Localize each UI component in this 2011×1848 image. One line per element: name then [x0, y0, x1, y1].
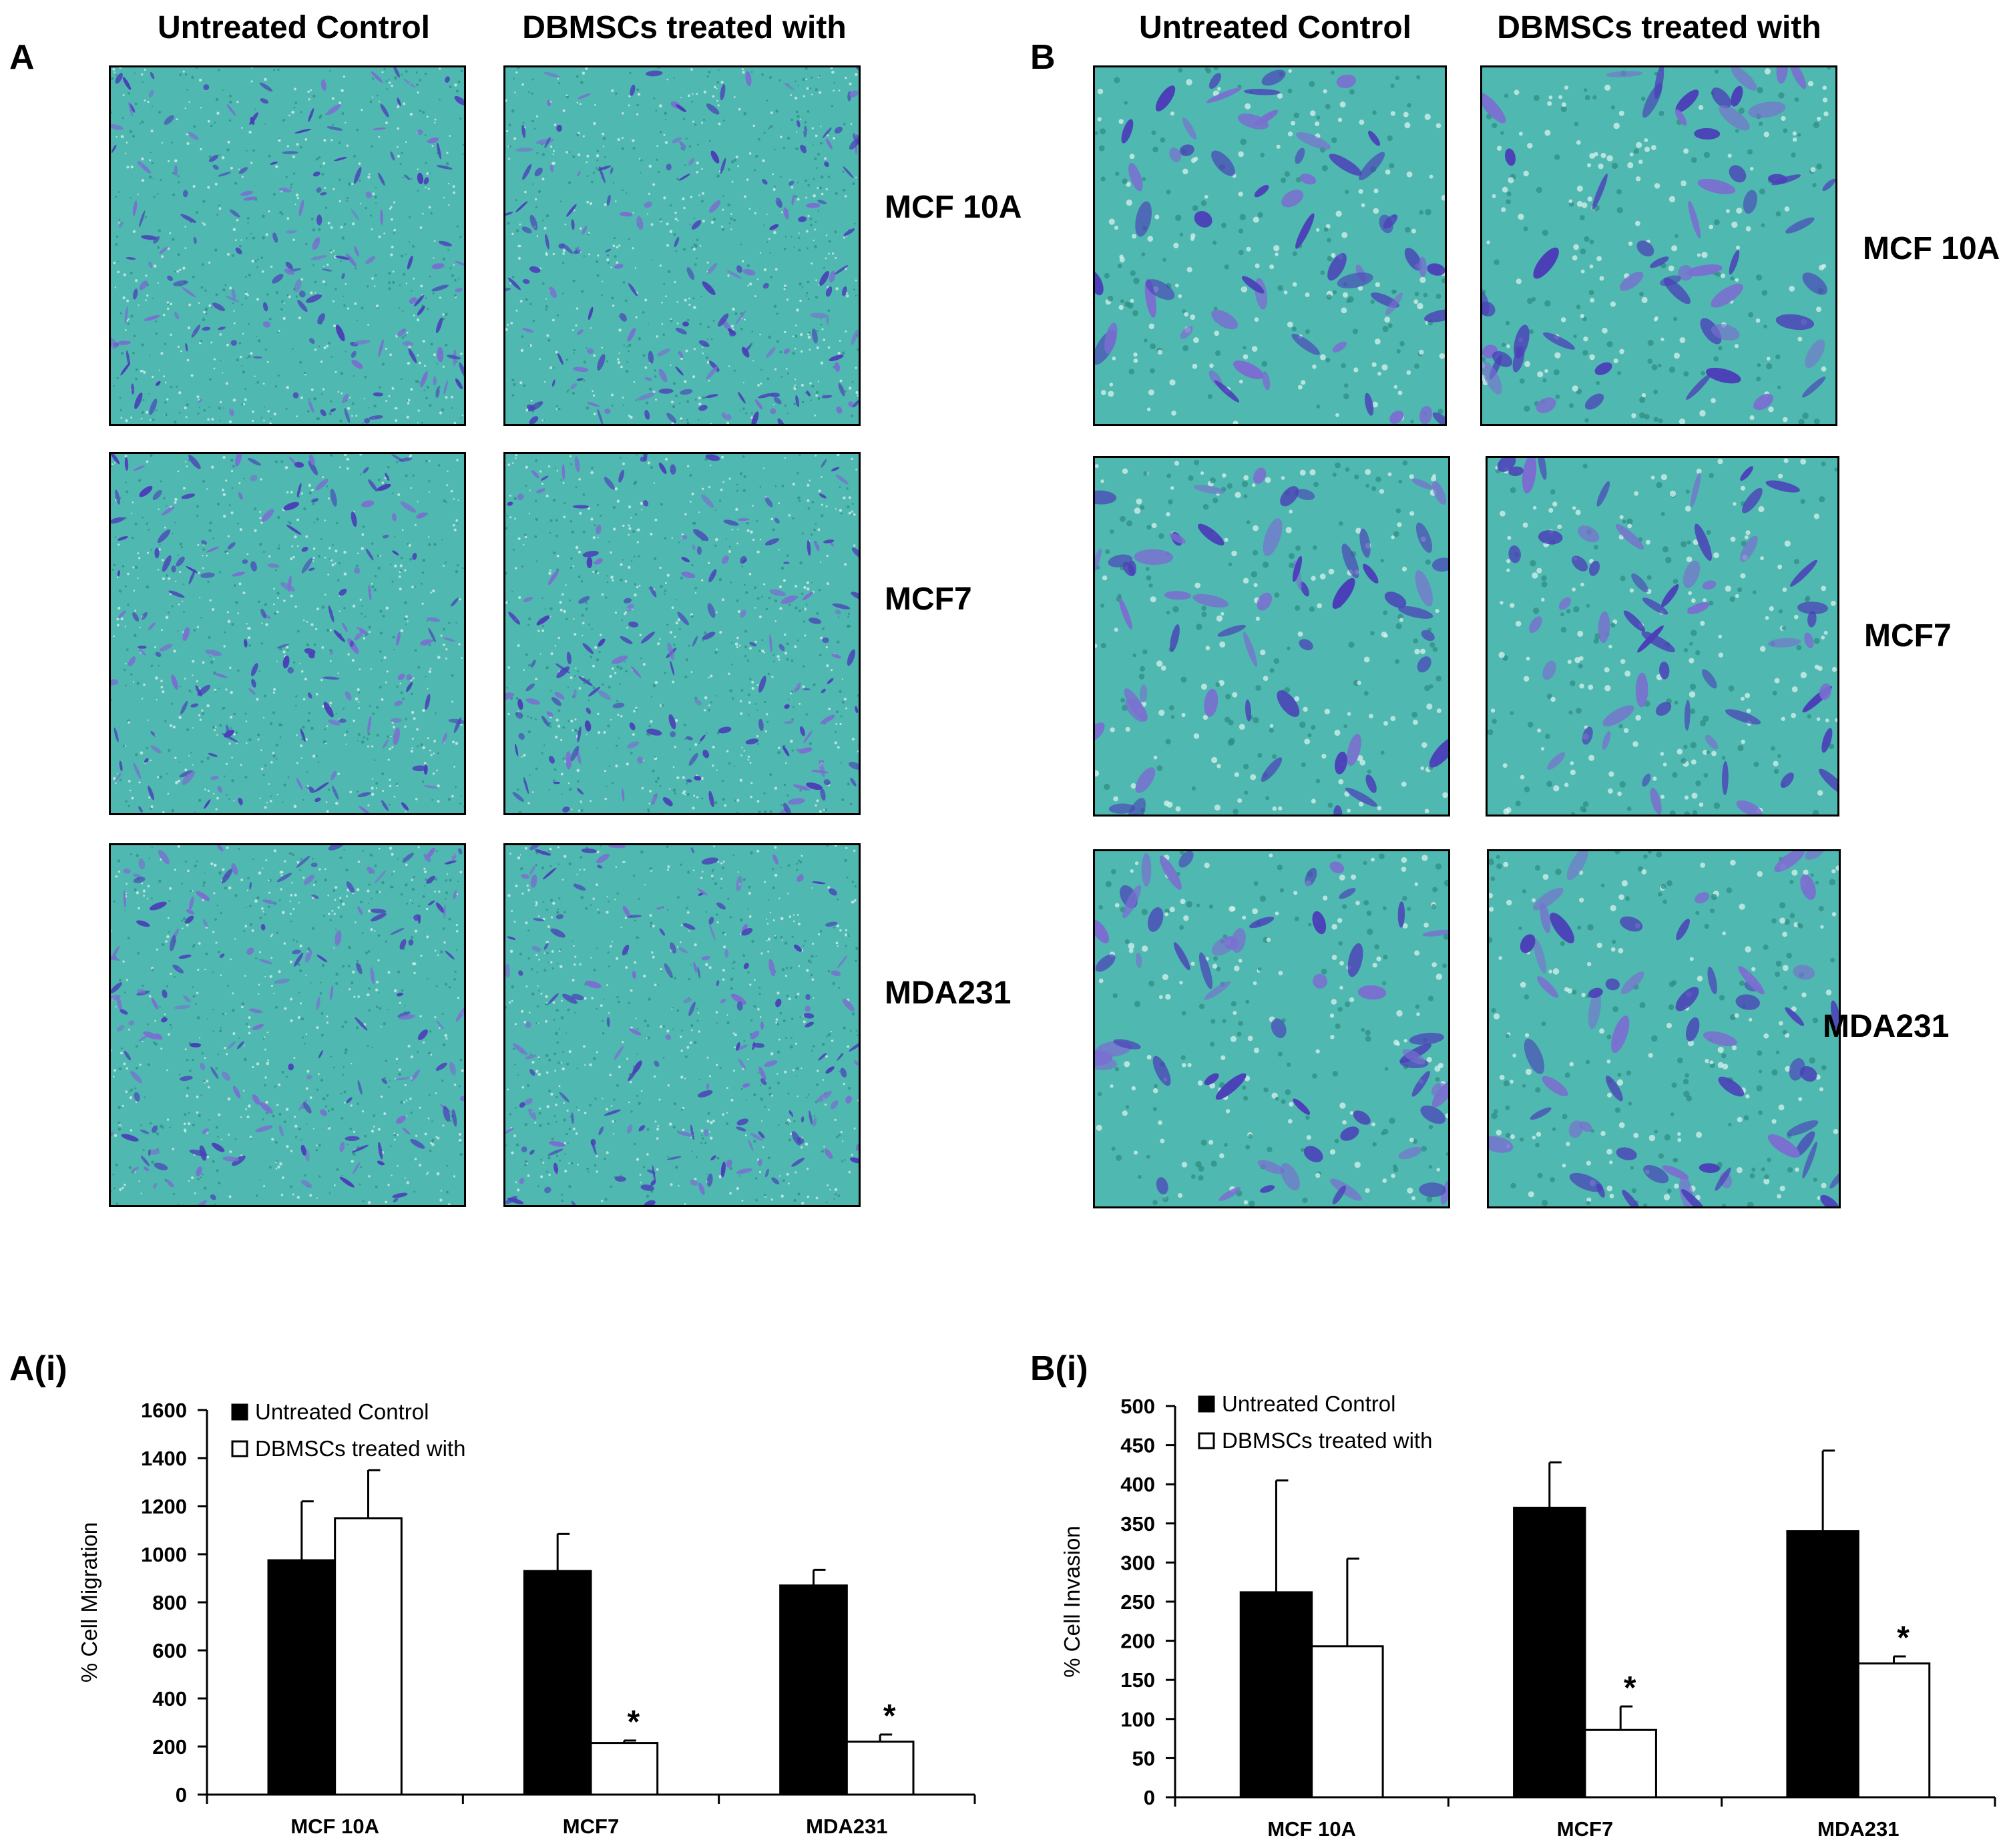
panel-a-row-label-mda231: MDA231 [885, 975, 1012, 1011]
panel-a-header-control: Untreated Control [158, 10, 430, 45]
micrograph-a-mcf7-control [109, 452, 466, 815]
micrograph-a-mda231-treated [503, 843, 861, 1207]
chart-a-ytick-label: 600 [152, 1639, 187, 1662]
micrograph-a-mda231-control [109, 843, 466, 1207]
chart-b-category-label: MCF 10A [1267, 1817, 1356, 1841]
chart-a-ytick-label: 1600 [141, 1399, 187, 1422]
chart-b-ytick-label: 350 [1120, 1512, 1155, 1536]
chart-b-significance-star: * [1624, 1670, 1636, 1706]
panel-a-letter: A [9, 38, 35, 77]
chart-a-ytick-label: 1000 [141, 1543, 187, 1566]
micrograph-texture [111, 67, 464, 424]
micrograph-texture [505, 67, 859, 424]
chart-a-ytick-label: 0 [176, 1783, 187, 1807]
chart-a-significance-star: * [627, 1704, 640, 1740]
chart-a-ytick-label: 400 [152, 1687, 187, 1710]
chart-a-significance-star: * [883, 1698, 896, 1734]
chart-a-ylabel: % Cell Migration [77, 1522, 101, 1682]
chart-b-category-label: MCF7 [1557, 1817, 1613, 1841]
micrograph-texture [1482, 67, 1835, 424]
chart-b-significance-star: * [1897, 1620, 1910, 1656]
panel-a-row-label-mcf10a: MCF 10A [885, 190, 1022, 225]
chart-b-ytick-label: 300 [1120, 1551, 1155, 1574]
chart-b-ytick-label: 200 [1120, 1630, 1155, 1653]
chart-b-panel-label: B(i) [1030, 1349, 1088, 1388]
micrograph-a-mcf7-treated [503, 452, 861, 815]
chart-a-category-label: MDA231 [806, 1815, 887, 1838]
micrograph-texture [505, 845, 859, 1205]
micrograph-texture [111, 454, 464, 813]
chart-a-legend-swatch [231, 1440, 248, 1457]
micrograph-a-mcf10a-treated [503, 65, 861, 426]
panel-a-row-label-mcf7: MCF7 [885, 582, 972, 617]
chart-b-category-label: MDA231 [1817, 1817, 1899, 1841]
panel-b-header-control: Untreated Control [1139, 10, 1411, 45]
chart-b-ytick-label: 500 [1120, 1395, 1155, 1418]
chart-b-ylabel: % Cell Invasion [1060, 1526, 1084, 1677]
chart-b-legend-swatch [1198, 1432, 1215, 1449]
micrograph-b-mda231-treated [1487, 849, 1841, 1208]
chart-b-legend-label: DBMSCs treated with [1222, 1428, 1432, 1453]
panel-a-header-treated: DBMSCs treated with [522, 10, 847, 45]
chart-a-bar-control [267, 1559, 337, 1796]
micrograph-b-mda231-control [1093, 849, 1450, 1208]
chart-b-ytick-label: 0 [1144, 1786, 1155, 1809]
chart-invasion: 0 50 100 150 200 250 300 350 400 450 500 % Cell Inv… [1060, 1391, 1996, 1841]
chart-b-bar-treated [1311, 1645, 1384, 1799]
chart-b-ytick-label: 400 [1120, 1473, 1155, 1496]
chart-a-category-label: MCF 10A [290, 1815, 379, 1838]
chart-a-bar-treated [590, 1742, 659, 1796]
chart-a-bar-treated [845, 1741, 915, 1796]
chart-b-legend-swatch [1198, 1395, 1215, 1413]
panel-b-letter: B [1030, 38, 1056, 77]
micrograph-b-mcf10a-treated [1480, 65, 1837, 426]
chart-b-bar-control [1513, 1506, 1586, 1799]
chart-b-ytick-label: 450 [1120, 1434, 1155, 1457]
chart-b-bar-control [1786, 1530, 1859, 1799]
micrograph-texture [1489, 851, 1839, 1206]
chart-a-category-label: MCF7 [563, 1815, 619, 1838]
chart-b-ytick-label: 150 [1120, 1668, 1155, 1692]
chart-a-ytick-label: 800 [152, 1591, 187, 1614]
micrograph-b-mcf7-control [1093, 456, 1450, 817]
chart-a-legend-label: Untreated Control [255, 1399, 429, 1424]
chart-b-legend-label: Untreated Control [1222, 1391, 1395, 1416]
chart-migration: 0 200 400 600 800 1000 1200 1400 1600 % Cell Migr… [77, 1399, 976, 1838]
panel-b-row-label-mcf10a: MCF 10A [1863, 231, 2000, 266]
chart-a-legend-swatch [231, 1403, 248, 1421]
micrograph-texture [1095, 67, 1445, 424]
chart-a-ytick-label: 200 [152, 1735, 187, 1759]
micrograph-texture [1095, 458, 1448, 815]
micrograph-texture [505, 454, 859, 813]
chart-a-bar-control [779, 1584, 848, 1796]
micrograph-b-mcf10a-control [1093, 65, 1447, 426]
chart-b-bar-treated [1584, 1728, 1657, 1799]
micrograph-b-mcf7-treated [1486, 456, 1839, 817]
chart-a-legend-label: DBMSCs treated with [255, 1436, 465, 1461]
panel-b-header-treated: DBMSCs treated with [1497, 10, 1821, 45]
chart-b-bar-control [1239, 1591, 1313, 1799]
chart-b-ytick-label: 50 [1132, 1747, 1155, 1770]
micrograph-a-mcf10a-control [109, 65, 466, 426]
chart-a-bar-treated [334, 1517, 403, 1796]
micrograph-texture [1488, 458, 1837, 815]
chart-b-ytick-label: 100 [1120, 1708, 1155, 1731]
chart-a-panel-label: A(i) [9, 1349, 67, 1388]
micrograph-texture [1095, 851, 1448, 1206]
panel-b-row-label-mda231: MDA231 [1823, 1009, 1950, 1044]
chart-a-ytick-label: 1400 [141, 1447, 187, 1470]
chart-a-ytick-label: 1200 [141, 1495, 187, 1518]
chart-a-bar-control [523, 1570, 592, 1796]
micrograph-texture [111, 845, 464, 1205]
chart-b-bar-treated [1857, 1662, 1931, 1799]
panel-b-row-label-mcf7: MCF7 [1864, 618, 1952, 654]
chart-b-ytick-label: 250 [1120, 1590, 1155, 1614]
